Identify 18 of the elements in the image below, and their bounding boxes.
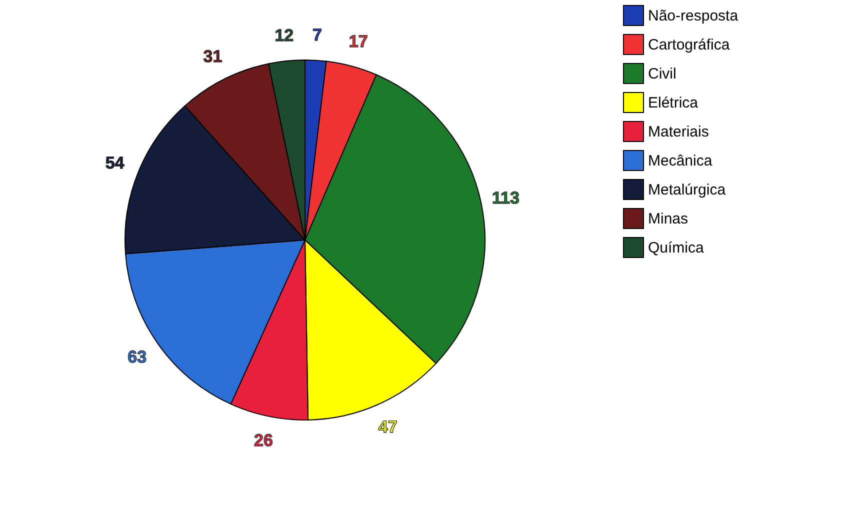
- legend-label: Elétrica: [648, 94, 699, 112]
- data-label: 17: [348, 32, 368, 52]
- legend-label: Química: [648, 240, 705, 256]
- legend-label: Metalúrgica: [648, 182, 726, 198]
- data-label: 12: [274, 26, 294, 46]
- data-label: 31: [203, 46, 222, 66]
- legend-label: Civil: [648, 66, 676, 82]
- legend-label: Cartográfica: [648, 36, 730, 54]
- data-label: 63: [128, 348, 147, 367]
- legend-label: Mecânica: [648, 152, 713, 170]
- data-label: 113: [492, 188, 520, 208]
- legend-label: Materiais: [648, 124, 709, 140]
- data-label: 26: [254, 430, 273, 450]
- legend-label: Minas: [648, 210, 688, 228]
- data-label: 7: [312, 25, 322, 44]
- data-label: 54: [105, 154, 125, 173]
- data-label: 47: [378, 418, 398, 437]
- legend-label: Não-resposta: [648, 8, 739, 24]
